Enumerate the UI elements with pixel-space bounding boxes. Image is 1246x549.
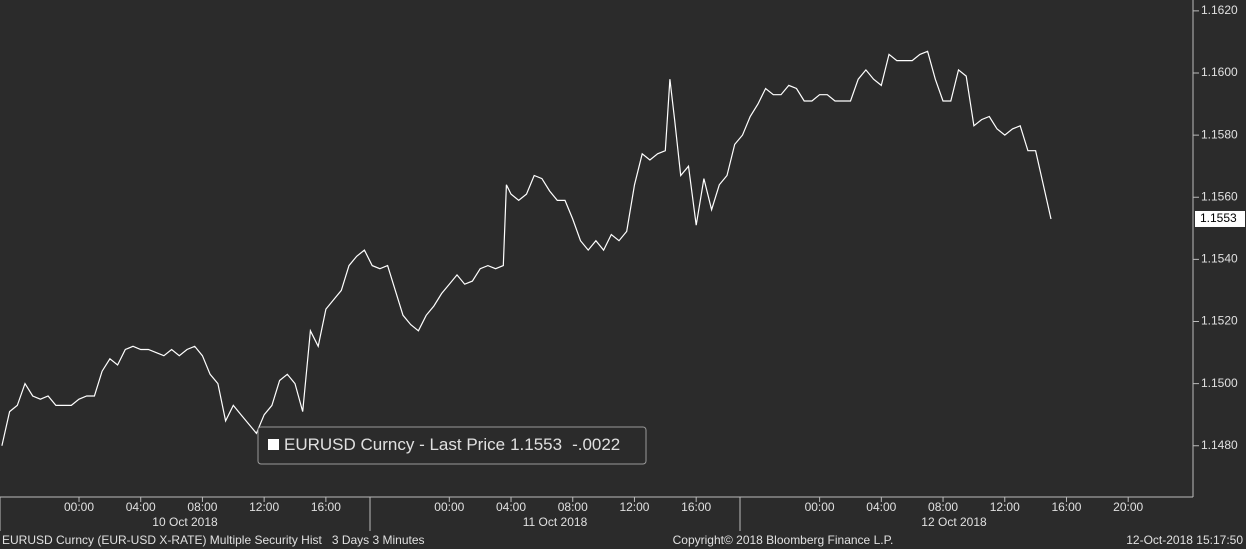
x-tick-label: 12:00 <box>249 500 279 514</box>
x-tick-label: 08:00 <box>558 500 588 514</box>
x-tick-label: 00:00 <box>805 500 835 514</box>
legend-text: EURUSD Curncy - Last Price 1.1553 -.0022 <box>284 435 620 454</box>
x-tick-label: 12:00 <box>619 500 649 514</box>
price-line <box>1 50 1052 446</box>
x-tick-label: 04:00 <box>496 500 526 514</box>
y-tick-label: 1.1520 <box>1201 314 1238 328</box>
x-tick-label: 08:00 <box>187 500 217 514</box>
legend-last: 1.1553 <box>510 435 562 454</box>
x-tick-label: 16:00 <box>681 500 711 514</box>
x-tick-label: 16:00 <box>311 500 341 514</box>
x-tick-label: 12:00 <box>990 500 1020 514</box>
x-tick-label: 00:00 <box>434 500 464 514</box>
footer-center: Copyright© 2018 Bloomberg Finance L.P. <box>673 533 894 547</box>
y-tick-label: 1.1500 <box>1201 376 1238 390</box>
legend-change: -.0022 <box>572 435 620 454</box>
day-label: 12 Oct 2018 <box>921 515 987 529</box>
legend-box <box>257 426 647 465</box>
footer-right: 12-Oct-2018 15:17:50 <box>1126 533 1243 547</box>
day-label: 11 Oct 2018 <box>523 515 588 529</box>
legend-name: EURUSD Curncy - Last Price <box>284 435 505 454</box>
y-tick-label: 1.1540 <box>1201 252 1238 266</box>
y-tick-label: 1.1600 <box>1201 65 1238 79</box>
plot <box>1 50 1052 446</box>
x-tick-label: 16:00 <box>1051 500 1081 514</box>
x-tick-label: 04:00 <box>866 500 896 514</box>
footer-left: EURUSD Curncy (EUR-USD X-RATE) Multiple … <box>2 533 425 547</box>
day-label: 10 Oct 2018 <box>152 515 218 529</box>
y-tick-label: 1.1580 <box>1201 127 1238 141</box>
y-tick-label: 1.1560 <box>1201 189 1238 203</box>
x-tick-label: 00:00 <box>64 500 94 514</box>
last-price-label: 1.1553 <box>1200 211 1237 225</box>
y-tick-label: 1.1480 <box>1201 438 1238 452</box>
x-tick-label: 08:00 <box>928 500 958 514</box>
legend-swatch <box>268 439 279 450</box>
x-tick-label: 04:00 <box>126 500 156 514</box>
x-tick-label: 20:00 <box>1113 500 1143 514</box>
y-tick-label: 1.1620 <box>1201 3 1238 17</box>
last-price-tag <box>1195 210 1245 227</box>
